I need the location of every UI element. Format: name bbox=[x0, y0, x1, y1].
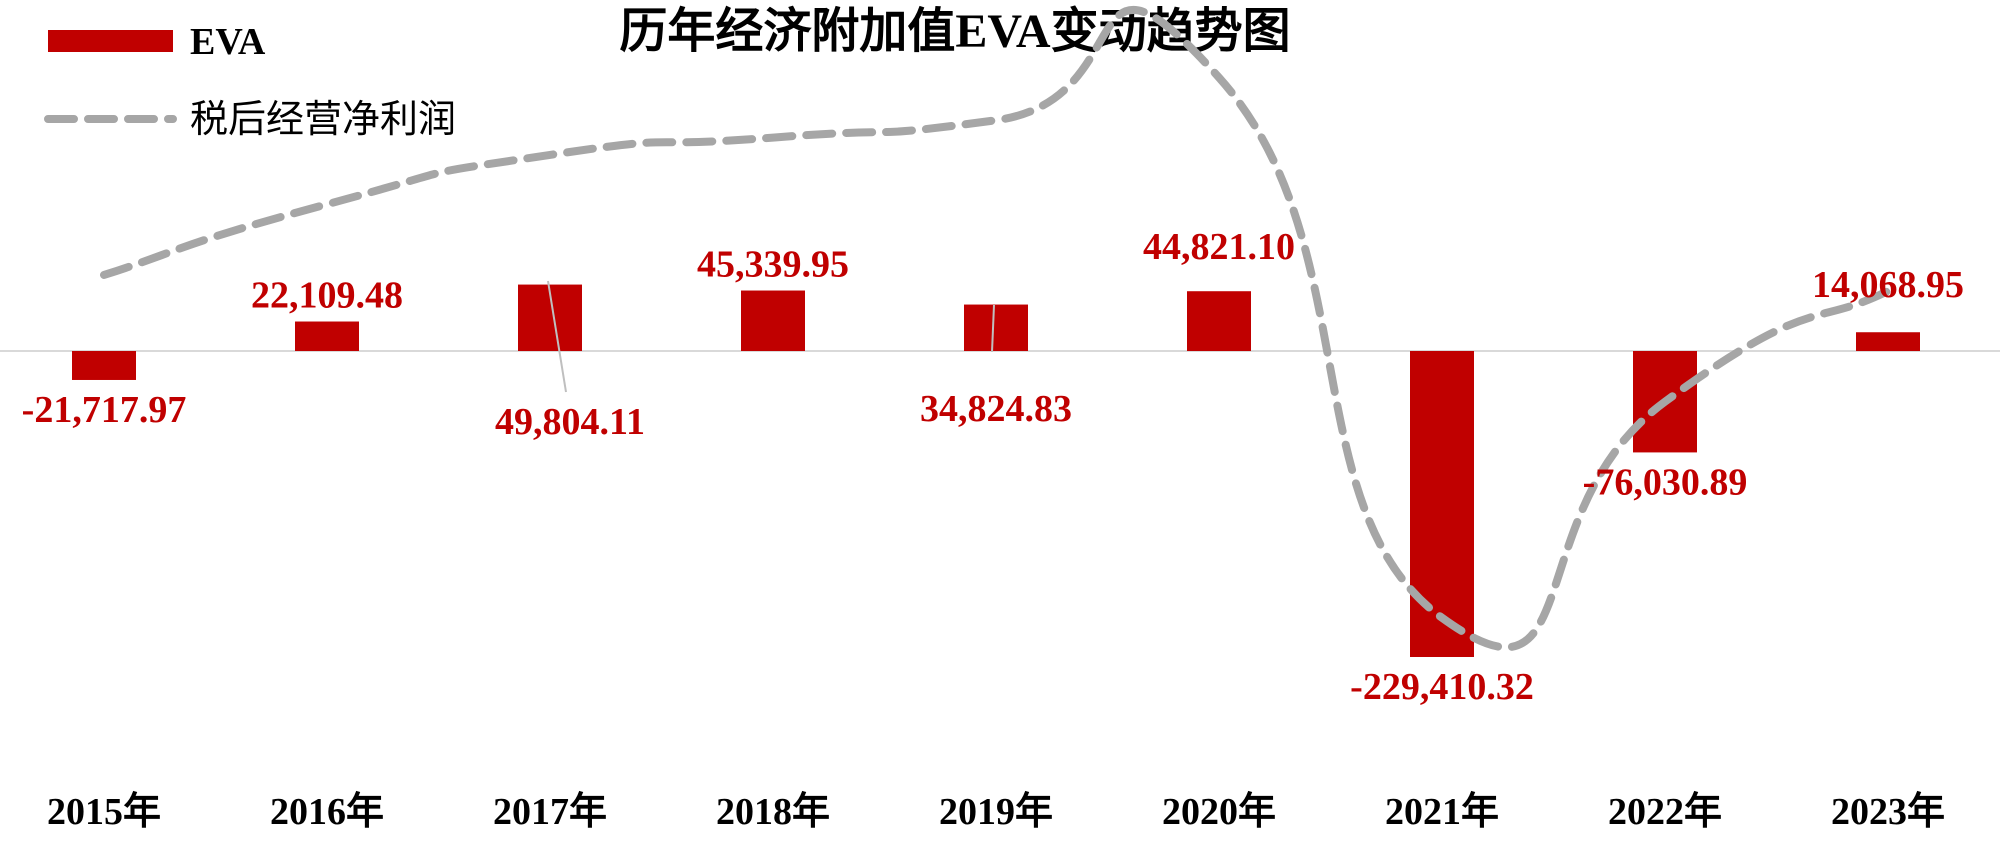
eva-bar-2015年 bbox=[72, 351, 136, 380]
legend: EVA 税后经营净利润 bbox=[44, 21, 456, 141]
eva-data-label-2015年: -21,717.97 bbox=[22, 389, 187, 431]
eva-bar-2021年 bbox=[1410, 351, 1474, 657]
net-profit-after-tax-line bbox=[100, 5, 1892, 652]
x-tick-label-2016年: 2016年 bbox=[270, 791, 384, 833]
legend-bar-label: EVA bbox=[190, 21, 266, 63]
x-axis-labels: 2015年 2016年 2017年 2018年 2019年 2020年 2021年 2022年… bbox=[47, 791, 1945, 833]
x-tick-label-2021年: 2021年 bbox=[1385, 791, 1499, 833]
labels-layer: -21,717.97 22,109.48 49,804.11 45,339.95 34,… bbox=[22, 226, 1964, 708]
bars-layer bbox=[72, 284, 1920, 657]
x-tick-label-2015年: 2015年 bbox=[47, 791, 161, 833]
legend-bar-swatch bbox=[48, 30, 173, 52]
legend-line-label: 税后经营净利润 bbox=[190, 99, 456, 141]
eva-bar-2018年 bbox=[741, 290, 805, 351]
eva-data-label-2018年: 45,339.95 bbox=[697, 244, 849, 286]
eva-bar-2020年 bbox=[1187, 291, 1251, 351]
eva-data-label-2021年: -229,410.32 bbox=[1350, 666, 1534, 708]
x-tick-label-2022年: 2022年 bbox=[1608, 791, 1722, 833]
x-tick-label-2017年: 2017年 bbox=[493, 791, 607, 833]
eva-data-label-2016年: 22,109.48 bbox=[251, 275, 403, 317]
eva-data-label-2017年: 49,804.11 bbox=[495, 401, 645, 443]
x-tick-label-2019年: 2019年 bbox=[939, 791, 1053, 833]
x-tick-label-2023年: 2023年 bbox=[1831, 791, 1945, 833]
eva-data-label-2022年: -76,030.89 bbox=[1583, 461, 1748, 503]
x-tick-label-2020年: 2020年 bbox=[1162, 791, 1276, 833]
eva-data-label-2020年: 44,821.10 bbox=[1143, 226, 1295, 268]
eva-bar-2023年 bbox=[1856, 332, 1920, 351]
eva-bar-2019年 bbox=[964, 304, 1028, 351]
label-leader-line-2017年 bbox=[547, 280, 567, 393]
x-tick-label-2018年: 2018年 bbox=[716, 791, 830, 833]
line-layer bbox=[100, 5, 1892, 652]
eva-data-label-2019年: 34,824.83 bbox=[920, 388, 1072, 430]
label-leader-line-2019年 bbox=[991, 304, 995, 353]
eva-bar-2016年 bbox=[295, 321, 359, 351]
eva-data-label-2023年: 14,068.95 bbox=[1812, 264, 1964, 306]
